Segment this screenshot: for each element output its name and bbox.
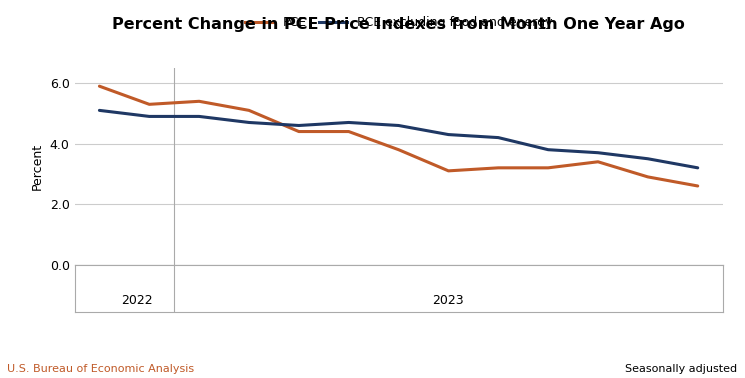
Text: 2022: 2022 [121, 294, 153, 307]
Text: 2023: 2023 [433, 294, 464, 307]
Y-axis label: Percent: Percent [31, 143, 44, 190]
Text: U.S. Bureau of Economic Analysis: U.S. Bureau of Economic Analysis [7, 364, 194, 374]
Text: Seasonally adjusted: Seasonally adjusted [625, 364, 738, 374]
Legend: PCE, PCE excluding food and energy: PCE, PCE excluding food and energy [240, 11, 557, 34]
Text: Percent Change in PCE Price Indexes from Month One Year Ago: Percent Change in PCE Price Indexes from… [112, 17, 685, 32]
